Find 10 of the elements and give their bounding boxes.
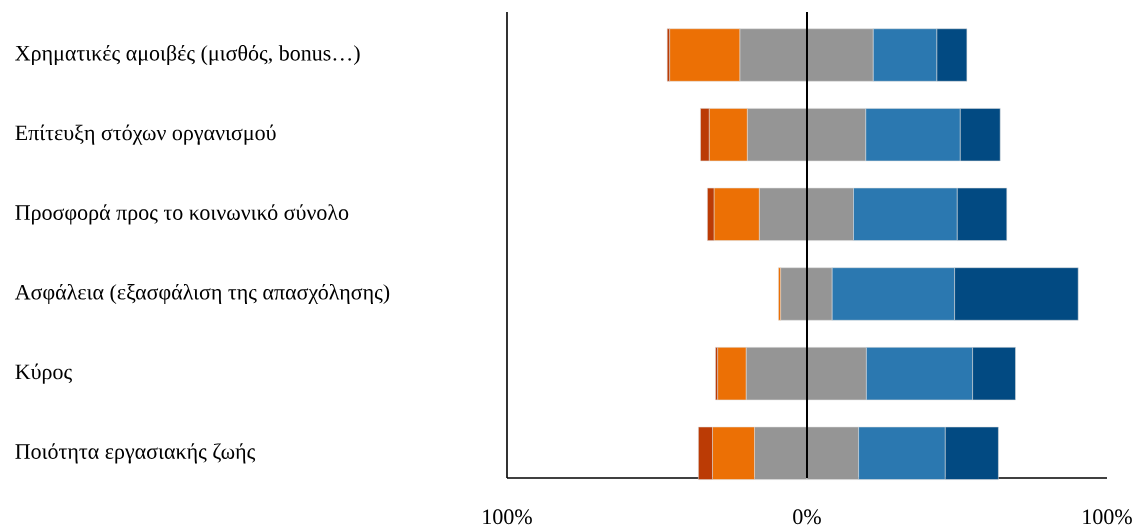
y-tick-label: Κύρος	[15, 363, 72, 384]
x-tick-label: 100%	[483, 509, 532, 525]
y-tick-label: Προσφορά προς το κοινωνικό σύνολο	[15, 204, 349, 225]
x-tick-label: 0%	[793, 509, 821, 525]
y-tick-label: Ασφάλεια (εξασφάλιση της απασχόλησης)	[14, 283, 390, 305]
y-tick-label: Ποιότητα εργασιακής ζωής	[15, 443, 256, 464]
y-tick-label: Επίτευξη στόχων οργανισμού	[15, 124, 276, 145]
x-tick-label: 100%	[1083, 509, 1132, 525]
y-tick-label: Χρηματικές αμοιβές (μισθός, bonus…)	[15, 44, 360, 66]
bar	[780, 267, 808, 321]
